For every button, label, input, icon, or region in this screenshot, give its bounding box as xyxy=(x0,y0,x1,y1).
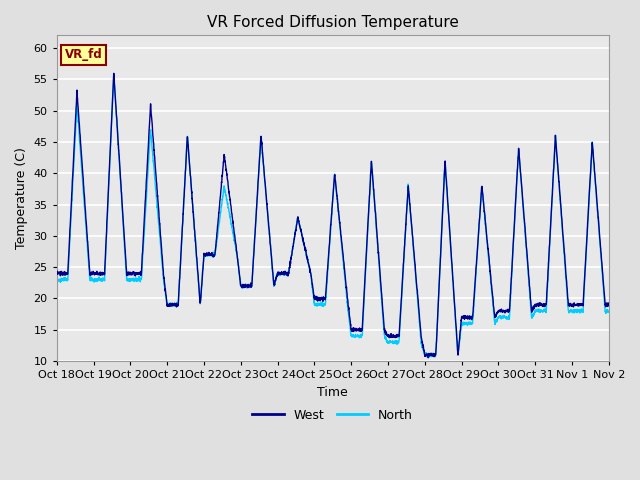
West xyxy=(110,71,118,76)
Line: West: West xyxy=(57,73,609,358)
X-axis label: Time: Time xyxy=(317,386,348,399)
West xyxy=(265,223,273,229)
North xyxy=(605,308,612,313)
West xyxy=(53,269,61,275)
West xyxy=(535,301,543,307)
West xyxy=(605,302,612,308)
North xyxy=(53,276,61,281)
Line: North: North xyxy=(57,73,609,357)
West xyxy=(424,355,432,360)
West xyxy=(289,247,296,252)
West xyxy=(148,129,156,135)
West xyxy=(116,166,124,172)
North xyxy=(595,219,602,225)
Y-axis label: Temperature (C): Temperature (C) xyxy=(15,147,28,249)
North xyxy=(116,168,124,174)
Title: VR Forced Diffusion Temperature: VR Forced Diffusion Temperature xyxy=(207,15,459,30)
North xyxy=(148,150,156,156)
North xyxy=(289,245,296,251)
North xyxy=(426,354,433,360)
North xyxy=(265,220,273,226)
West xyxy=(595,215,602,220)
Legend: West, North: West, North xyxy=(248,404,418,427)
Text: VR_fd: VR_fd xyxy=(65,48,103,61)
North xyxy=(535,309,543,314)
North xyxy=(110,71,118,76)
